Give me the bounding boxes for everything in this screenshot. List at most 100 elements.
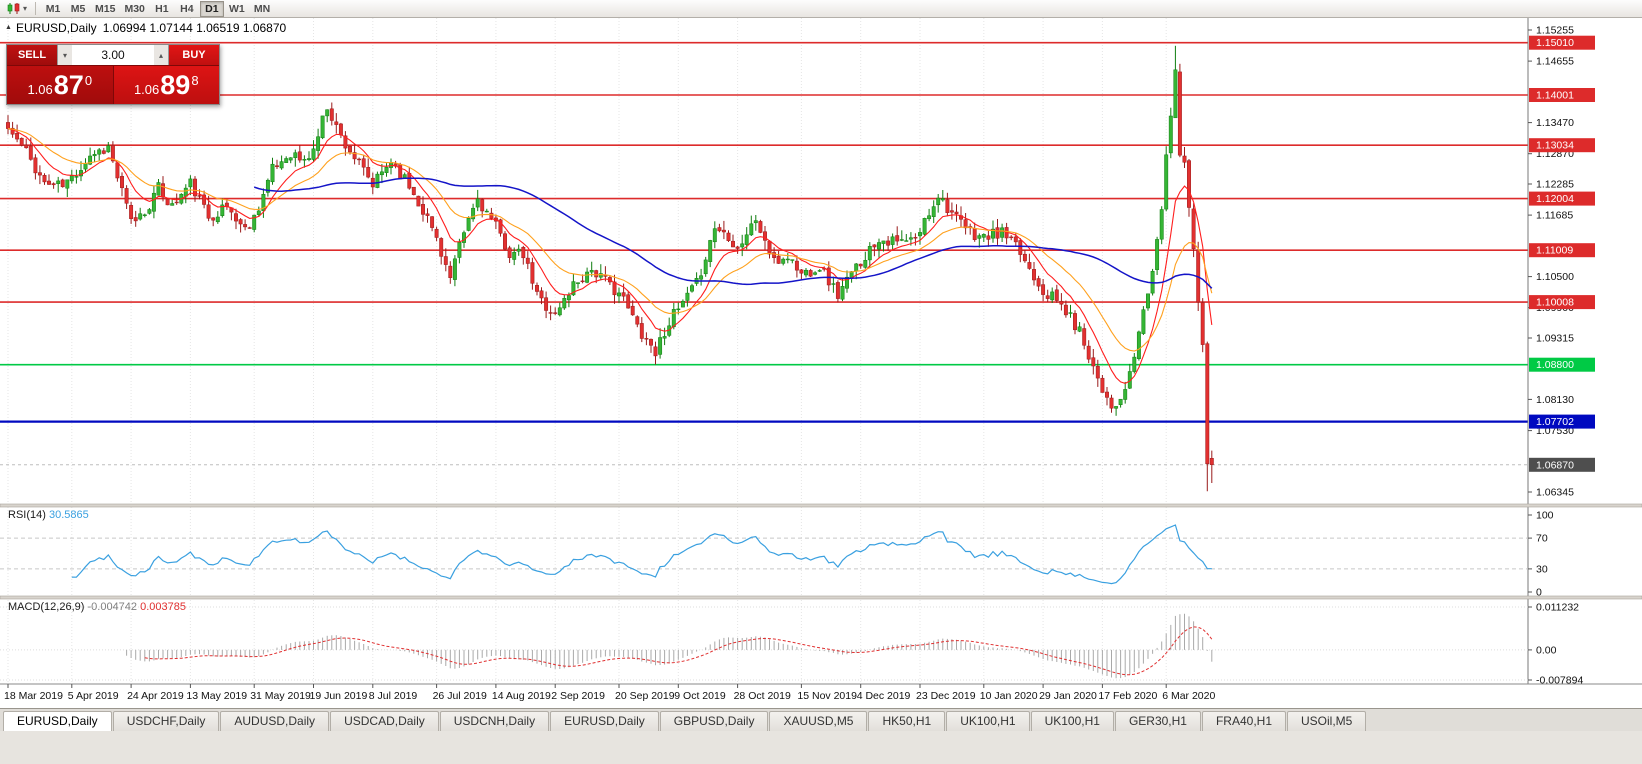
svg-text:1.09315: 1.09315	[1536, 333, 1574, 345]
price-chart-canvas[interactable]: 1.152551.146551.134701.128701.122851.116…	[0, 18, 1642, 708]
panel-splitter	[0, 595, 1642, 600]
timeframe-button-mn[interactable]: MN	[250, 1, 274, 17]
svg-text:24 Apr 2019: 24 Apr 2019	[127, 690, 184, 702]
chart-tab-8[interactable]: HK50,H1	[868, 711, 946, 731]
chart-tab-11[interactable]: GER30,H1	[1114, 711, 1201, 731]
svg-text:1.06870: 1.06870	[1536, 459, 1574, 471]
svg-text:8 Jul 2019: 8 Jul 2019	[369, 690, 418, 702]
moving-averages	[7, 128, 1213, 384]
svg-text:1.10500: 1.10500	[1536, 271, 1574, 283]
svg-text:1.13034: 1.13034	[1536, 140, 1574, 152]
rsi-line	[71, 524, 1212, 585]
svg-text:1.12285: 1.12285	[1536, 179, 1574, 191]
svg-text:0: 0	[1536, 587, 1542, 599]
svg-text:17 Feb 2020: 17 Feb 2020	[1098, 690, 1157, 702]
window-bottom	[0, 731, 1642, 764]
date-axis[interactable]: 18 Mar 2019 5 Apr 2019 24 Apr 2019 13 May 2…	[4, 684, 1215, 702]
svg-text:20 Sep 2019: 20 Sep 2019	[615, 690, 675, 702]
sell-price-prefix: 1.06	[27, 82, 53, 97]
buy-price-main: 89	[160, 70, 191, 100]
timeframe-button-w1[interactable]: W1	[225, 1, 249, 17]
timeframe-button-d1[interactable]: D1	[199, 0, 224, 17]
timeframe-button-m30[interactable]: M30	[120, 1, 148, 17]
rsi-panel: 100 70 30 0 RSI(14) 30.5865	[0, 509, 1554, 599]
timeframe-button-m1[interactable]: M1	[41, 1, 65, 17]
horizontal-levels[interactable]	[0, 41, 1528, 423]
chart-tab-0[interactable]: EURUSD,Daily	[3, 711, 112, 731]
svg-text:19 Jun 2019: 19 Jun 2019	[310, 690, 368, 702]
volume-control: ▾ ▴	[57, 45, 169, 65]
svg-text:1.07702: 1.07702	[1536, 416, 1574, 428]
trade-panel-controls: SELL ▾ ▴ BUY	[7, 45, 219, 65]
chart-tab-1[interactable]: USDCHF,Daily	[112, 711, 220, 731]
buy-price-prefix: 1.06	[133, 82, 160, 97]
svg-text:1.08130: 1.08130	[1536, 394, 1574, 406]
svg-text:0.00: 0.00	[1536, 644, 1557, 656]
chart-tab-2[interactable]: AUDUSD,Daily	[220, 711, 330, 731]
svg-text:1.11009: 1.11009	[1536, 245, 1573, 257]
svg-text:100: 100	[1536, 510, 1554, 522]
svg-text:5 Apr 2019: 5 Apr 2019	[68, 690, 119, 702]
svg-text:4 Dec 2019: 4 Dec 2019	[857, 690, 911, 702]
svg-text:1.14655: 1.14655	[1536, 56, 1574, 68]
chart-tab-3[interactable]: USDCAD,Daily	[330, 711, 439, 731]
sell-price-pip: 0	[84, 73, 93, 88]
svg-text:18 Mar 2019: 18 Mar 2019	[4, 690, 63, 702]
svg-text:9 Oct 2019: 9 Oct 2019	[674, 690, 726, 702]
buy-button[interactable]: BUY	[169, 45, 219, 65]
chart-tab-12[interactable]: FRA40,H1	[1201, 711, 1286, 731]
svg-text:15 Nov 2019: 15 Nov 2019	[797, 690, 857, 702]
timeframe-button-m5[interactable]: M5	[66, 1, 90, 17]
chevron-down-icon: ▾	[23, 3, 28, 13]
timeframe-button-h4[interactable]: H4	[175, 1, 199, 17]
chart-tab-5[interactable]: EURUSD,Daily	[550, 711, 659, 731]
chart-tab-13[interactable]: USOil,M5	[1287, 711, 1367, 731]
chart-tab-7[interactable]: XAUUSD,M5	[769, 711, 868, 731]
svg-text:30: 30	[1536, 563, 1548, 575]
sell-price-button[interactable]: 1.06 87 0	[7, 66, 114, 104]
toolbar: ▾ M1 M5 M15 M30 H1 H4 D1 W1 MN	[0, 0, 1642, 18]
chart-tab-9[interactable]: UK100,H1	[946, 711, 1030, 731]
price-axis[interactable]: 1.152551.146551.134701.128701.122851.116…	[1527, 18, 1595, 684]
chart-symbol-timeframe: EURUSD,Daily	[16, 21, 97, 35]
rsi-label: RSI(14) 30.5865	[8, 509, 89, 521]
chart-tabbar: EURUSD,Daily USDCHF,Daily AUDUSD,Daily USDC…	[0, 708, 1642, 731]
collapse-trade-panel-icon[interactable]: ▲	[5, 24, 12, 31]
chart-type-dropdown[interactable]: ▾	[3, 1, 30, 17]
chart-tab-6[interactable]: GBPUSD,Daily	[659, 711, 769, 731]
svg-text:1.15255: 1.15255	[1536, 25, 1574, 37]
svg-text:14 Aug 2019: 14 Aug 2019	[492, 690, 551, 702]
timeframe-button-h1[interactable]: H1	[150, 1, 174, 17]
svg-text:13 May 2019: 13 May 2019	[186, 690, 247, 702]
grid-lines	[7, 18, 1167, 684]
svg-text:-0.007894: -0.007894	[1536, 675, 1583, 687]
chart-ohlc-values: 1.06994 1.07144 1.06519 1.06870	[102, 21, 287, 35]
chart-tab-4[interactable]: USDCNH,Daily	[439, 711, 550, 731]
toolbar-separator	[35, 2, 37, 15]
svg-text:29 Jan 2020: 29 Jan 2020	[1039, 690, 1097, 702]
svg-text:1.10008: 1.10008	[1536, 297, 1574, 309]
svg-text:1.13470: 1.13470	[1536, 117, 1574, 129]
timeframe-button-m15[interactable]: M15	[91, 1, 119, 17]
svg-text:1.14001: 1.14001	[1536, 90, 1574, 102]
svg-text:1.06345: 1.06345	[1536, 487, 1574, 499]
svg-text:2 Sep 2019: 2 Sep 2019	[551, 690, 605, 702]
buy-price-pip: 8	[191, 73, 199, 88]
volume-decrease-button[interactable]: ▾	[58, 45, 72, 65]
svg-text:10 Jan 2020: 10 Jan 2020	[980, 690, 1038, 702]
svg-text:1.11685: 1.11685	[1536, 210, 1573, 222]
sell-button[interactable]: SELL	[7, 45, 57, 65]
macd-signal-line	[144, 626, 1213, 676]
volume-increase-button[interactable]: ▴	[154, 45, 168, 65]
macd-panel: 0.011232 0.00 -0.007894 MACD(12,26,9) -0.00…	[0, 601, 1583, 687]
svg-text:70: 70	[1536, 533, 1548, 545]
svg-text:1.08800: 1.08800	[1536, 359, 1574, 371]
svg-text:1.12004: 1.12004	[1536, 193, 1574, 205]
volume-input[interactable]	[72, 45, 154, 65]
buy-price-button[interactable]: 1.06 89 8	[113, 66, 219, 104]
macd-label: MACD(12,26,9) -0.004742 0.003785	[8, 601, 186, 613]
chart-tab-10[interactable]: UK100,H1	[1030, 711, 1114, 731]
sell-price-main: 87	[53, 70, 84, 100]
macd-histogram	[126, 613, 1213, 679]
